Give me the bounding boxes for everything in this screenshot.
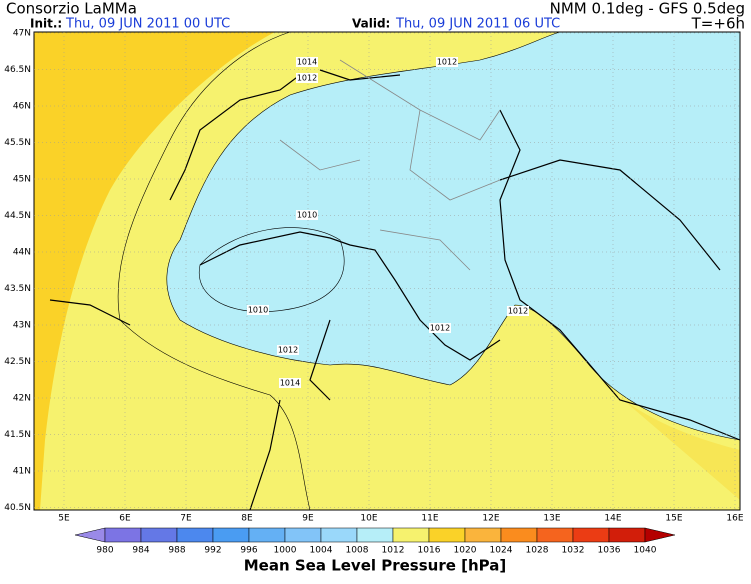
- colorbar-label: 996: [240, 546, 257, 556]
- colorbar: 980 984 988 992 996 1000 1004 1008 1012 1016 1020 1…: [74, 527, 676, 556]
- lon-label: 6E: [119, 514, 131, 524]
- contour-label: 1012: [437, 58, 457, 67]
- lat-label: 42.5N: [4, 357, 31, 367]
- colorbar-swatch: [284, 527, 322, 543]
- contour-label-bg: [507, 306, 529, 316]
- title: Consorzio LaMMa: [6, 0, 137, 18]
- colorbar-swatch: [74, 527, 106, 543]
- pressure-1016-region: [600, 380, 740, 500]
- colorbar-label: 988: [168, 546, 185, 556]
- lat-label: 43N: [13, 321, 31, 331]
- colorbar-title: Mean Sea Level Pressure [hPa]: [244, 557, 507, 575]
- colorbar-label: 1012: [382, 546, 405, 556]
- valid-time: Thu, 09 JUN 2011 06 UTC: [395, 17, 560, 32]
- contour-label-bg: [247, 305, 269, 315]
- lon-label: 14E: [604, 514, 621, 524]
- contour-label: 1012: [508, 307, 528, 316]
- colorbar-swatch: [392, 527, 430, 543]
- lon-label: 12E: [482, 514, 499, 524]
- lon-label: 11E: [421, 514, 438, 524]
- contour-label: 1012: [297, 74, 317, 83]
- lat-label: 47N: [13, 29, 31, 39]
- contour-label: 1010: [297, 211, 317, 220]
- init-time: Thu, 09 JUN 2011 00 UTC: [65, 17, 230, 32]
- colorbar-label: 992: [204, 546, 221, 556]
- map: [33, 31, 741, 511]
- colorbar-swatch: [428, 527, 466, 543]
- contour-label: 1014: [280, 379, 300, 388]
- colorbar-label: 1032: [562, 546, 585, 556]
- lat-label: 46.5N: [4, 65, 31, 75]
- colorbar-swatch: [464, 527, 502, 543]
- colorbar-swatch: [104, 527, 142, 543]
- contour-labels: 1014 1012 1012 1010 1010 1012 1014 1012 1012: [247, 57, 529, 388]
- colorbar-swatch: [140, 527, 178, 543]
- colorbar-label: 984: [132, 546, 149, 556]
- colorbar-swatch: [212, 527, 250, 543]
- contour-label: 1014: [297, 58, 317, 67]
- colorbar-label: 1004: [310, 546, 333, 556]
- lat-label: 44.5N: [4, 211, 31, 221]
- model: NMM 0.1deg - GFS 0.5deg: [550, 0, 745, 18]
- contour-label: 1012: [278, 346, 298, 355]
- isobar-1010: [198, 227, 345, 313]
- colorbar-label: 1008: [346, 546, 369, 556]
- valid-label: Valid:: [352, 17, 390, 31]
- colorbar-swatch: [572, 527, 610, 543]
- step: T=+6h: [691, 15, 745, 33]
- colorbar-swatch: [536, 527, 574, 543]
- lat-label: 41.5N: [4, 430, 31, 440]
- init-label: Init.:: [30, 17, 62, 31]
- colorbar-label: 1024: [490, 546, 513, 556]
- contour-label-bg: [279, 378, 301, 388]
- colorbar-swatch: [356, 527, 394, 543]
- lat-label: 44N: [13, 248, 31, 258]
- lon-label: 15E: [665, 514, 682, 524]
- contour-label-bg: [296, 73, 318, 83]
- contour-label-bg: [436, 57, 458, 67]
- lat-label: 40.5N: [4, 503, 31, 513]
- lon-label: 13E: [543, 514, 560, 524]
- coastlines: [49, 69, 741, 511]
- lat-label: 45N: [13, 175, 31, 185]
- lat-label: 46N: [13, 102, 31, 112]
- colorbar-swatch: [644, 527, 676, 543]
- contour-label: 1010: [248, 306, 268, 315]
- contour-label-bg: [296, 210, 318, 220]
- lon-label: 5E: [58, 514, 70, 524]
- colorbar-label: 1028: [526, 546, 549, 556]
- lon-label: 16E: [726, 514, 743, 524]
- lat-label: 42N: [13, 394, 31, 404]
- colorbar-swatch: [500, 527, 538, 543]
- lat-label: 45.5N: [4, 138, 31, 148]
- colorbar-label: 1000: [274, 546, 297, 556]
- pressure-1016-1020: [34, 32, 275, 510]
- colorbar-label: 1036: [598, 546, 621, 556]
- colorbar-label: 980: [96, 546, 113, 556]
- lon-label: 9E: [302, 514, 314, 524]
- colorbar-label: 1040: [634, 546, 657, 556]
- contour-label-bg: [296, 57, 318, 67]
- colorbar-label: 1016: [418, 546, 441, 556]
- lat-label: 41N: [13, 467, 31, 477]
- colorbar-swatch: [320, 527, 358, 543]
- lon-label: 8E: [241, 514, 253, 524]
- colorbar-swatch: [608, 527, 646, 543]
- lat-label: 43.5N: [4, 284, 31, 294]
- lon-label: 10E: [360, 514, 377, 524]
- colorbar-label: 1020: [454, 546, 477, 556]
- map-frame: [33, 31, 741, 511]
- colorbar-swatch: [176, 527, 214, 543]
- graticule: 47N 46.5N 46N 45.5N 45N 44.5N 44N 43.5N 43N 42.5N…: [4, 29, 744, 524]
- colorbar-swatch: [248, 527, 286, 543]
- contour-label-bg: [277, 345, 299, 355]
- contour-label: 1012: [430, 324, 450, 333]
- lon-label: 7E: [180, 514, 192, 524]
- contour-label-bg: [429, 323, 451, 333]
